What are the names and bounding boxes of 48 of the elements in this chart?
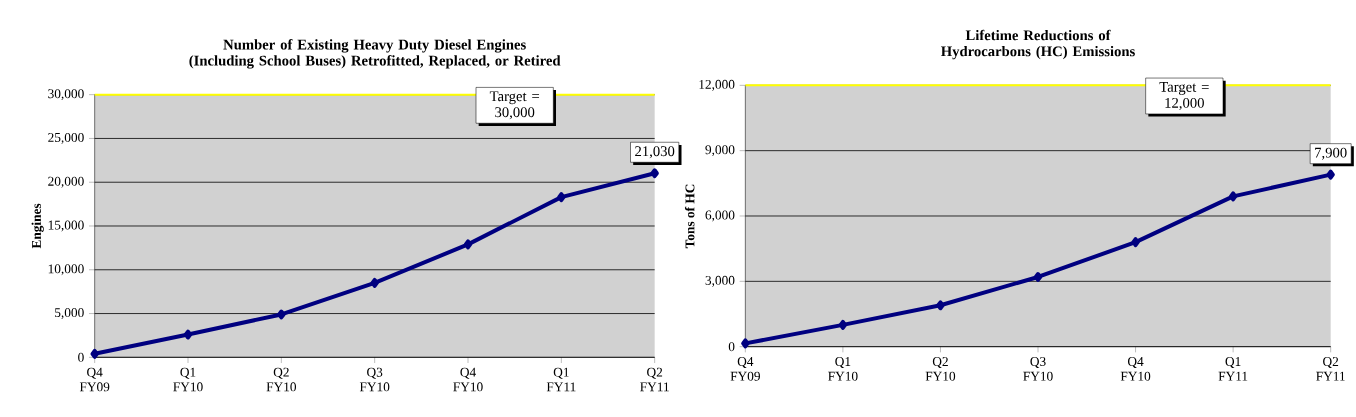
x-tick-label: Q4 FY09: [730, 356, 760, 381]
x-tick-label: Q2 FY11: [1316, 356, 1345, 381]
y-tick-label: 15,000: [48, 220, 84, 232]
point: [557, 192, 566, 202]
y-tick-label: 6,000: [705, 210, 735, 222]
y-tick-label: 9,000: [705, 145, 735, 156]
x-tick-label: Q1 FY11: [546, 367, 576, 392]
point: [90, 348, 99, 359]
ref-line-label: Target = 30,000: [489, 91, 540, 120]
point: [1033, 271, 1043, 282]
data-label: 7,900: [1315, 147, 1347, 160]
y-tick-label: 20,000: [48, 176, 84, 188]
x-tick-label: Q4 FY10: [453, 367, 483, 392]
point: [741, 338, 750, 349]
point: [277, 309, 286, 320]
x-tick-label: Q1 FY10: [828, 356, 858, 381]
x-tick-label: Q1 FY11: [1218, 356, 1248, 381]
x-tick-label: Q4 FY09: [79, 367, 110, 392]
y-tick-label: 3,000: [705, 275, 735, 287]
y-axis-title: Tons of HC: [684, 184, 695, 248]
point: [650, 168, 659, 178]
point: [1326, 169, 1335, 180]
y-tick-label: 0: [728, 342, 735, 351]
y-tick-label: 5,000: [55, 307, 84, 319]
x-tick-label: Q2 FY10: [925, 356, 956, 381]
x-tick-label: Q4 FY10: [1120, 356, 1151, 381]
x-tick-label: Q3 FY10: [359, 367, 390, 392]
ref-line-label: Target = 12,000: [1159, 81, 1209, 110]
data-label: 21,030: [635, 146, 675, 159]
point: [838, 319, 848, 330]
y-tick-label: 0: [78, 352, 84, 362]
x-tick-label: Q3 FY10: [1023, 356, 1053, 381]
x-tick-label: Q2 FY10: [266, 367, 297, 392]
y-tick-label: 10,000: [48, 264, 84, 276]
point: [1228, 191, 1238, 202]
chart-title: Number of Existing Heavy Duty Diesel Engines (Including School Buses) Retrofitted, Replaced, or Retired: [189, 38, 561, 69]
y-tick-label: 12,000: [699, 79, 735, 91]
point: [1131, 237, 1140, 247]
chart-title: Lifetime Reductions of Hydrocarbons (HC) Emissions: [941, 29, 1135, 60]
point: [183, 329, 193, 340]
y-tick-label: 25,000: [48, 132, 84, 144]
y-tick-label: 30,000: [48, 89, 84, 100]
point: [936, 300, 945, 311]
y-axis-title: Engines: [31, 203, 44, 249]
x-tick-label: Q1 FY10: [173, 367, 203, 392]
point: [463, 239, 473, 250]
point: [370, 277, 379, 288]
x-tick-label: Q2 FY11: [640, 367, 669, 392]
